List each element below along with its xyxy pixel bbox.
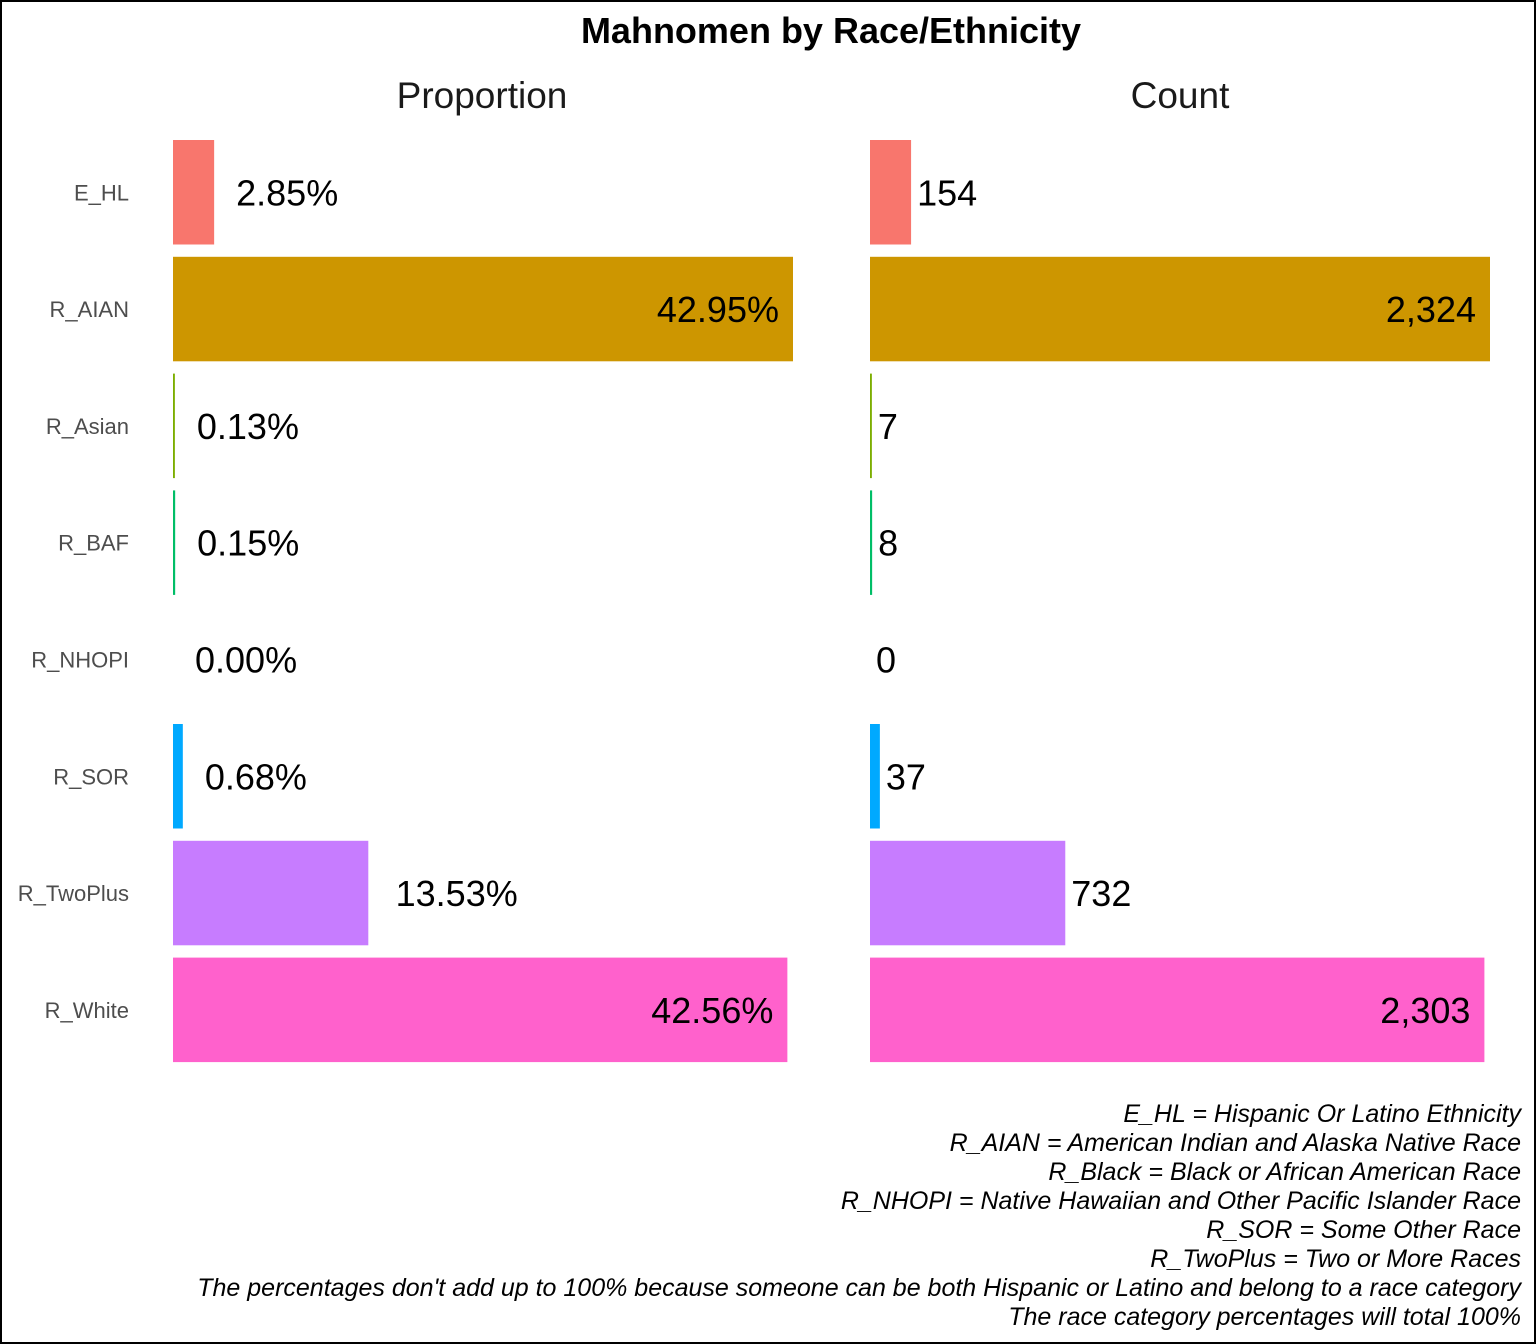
value-label-proportion-r-white: 42.56% — [651, 990, 773, 1031]
category-label-r-baf: R_BAF — [58, 531, 129, 556]
bar-count-r-aian — [870, 256, 1490, 362]
bar-count-r-baf — [870, 490, 873, 595]
value-label-count-r-white: 2,303 — [1380, 990, 1470, 1031]
caption-line: R_NHOPI = Native Hawaiian and Other Paci… — [841, 1187, 1521, 1215]
proportion-panel: 2.85% 42.95% 0.13% 0.15% 0.00% 0.68% 13.53% 42.… — [173, 140, 793, 1063]
value-label-count-r-twoplus: 732 — [1071, 873, 1131, 914]
caption-line: E_HL = Hispanic Or Latino Ethnicity — [1123, 1100, 1522, 1128]
count-panel: 154 2,324 7 8 0 37 732 2,303 — [870, 140, 1490, 1063]
chart-caption: E_HL = Hispanic Or Latino EthnicityR_AIA… — [197, 1100, 1522, 1331]
category-axis-labels: E_HL R_AIAN R_Asian R_BAF R_NHOPI R_SOR R_TwoP… — [18, 180, 129, 1023]
category-label-e-hl: E_HL — [74, 180, 129, 205]
value-label-proportion-e-hl: 2.85% — [236, 172, 338, 213]
bar-count-e-hl — [870, 140, 912, 245]
bar-count-r-sor — [870, 724, 880, 829]
caption-line: R_SOR = Some Other Race — [1206, 1216, 1521, 1244]
bar-proportion-e-hl — [173, 140, 215, 245]
value-label-proportion-r-twoplus: 13.53% — [396, 873, 518, 914]
caption-line: R_TwoPlus = Two or More Races — [1150, 1245, 1521, 1273]
value-label-proportion-r-baf: 0.15% — [197, 523, 299, 564]
category-label-r-asian: R_Asian — [46, 414, 129, 439]
panel-title-proportion: Proportion — [397, 75, 568, 116]
value-label-count-r-asian: 7 — [878, 406, 898, 447]
category-label-r-nhopi: R_NHOPI — [31, 647, 129, 672]
bar-proportion-r-baf — [173, 490, 176, 595]
value-label-count-e-hl: 154 — [917, 172, 977, 213]
caption-line: The race category percentages will total… — [1008, 1303, 1521, 1331]
value-label-count-r-sor: 37 — [886, 756, 926, 797]
caption-line: The percentages don't add up to 100% bec… — [197, 1274, 1522, 1302]
value-label-count-r-baf: 8 — [878, 523, 898, 564]
panel-title-count: Count — [1131, 75, 1230, 116]
bar-proportion-r-aian — [173, 256, 793, 362]
value-label-proportion-r-aian: 42.95% — [657, 289, 779, 330]
category-label-r-aian: R_AIAN — [50, 297, 129, 322]
bar-count-r-white — [870, 957, 1485, 1063]
bar-proportion-r-asian — [173, 373, 175, 479]
bar-proportion-r-white — [173, 957, 788, 1063]
value-label-count-r-nhopi: 0 — [876, 639, 896, 680]
bar-proportion-r-sor — [173, 724, 183, 829]
value-label-proportion-r-nhopi: 0.00% — [195, 639, 297, 680]
category-label-r-white: R_White — [45, 998, 129, 1023]
bar-count-r-asian — [870, 373, 872, 479]
bar-proportion-r-twoplus — [173, 840, 369, 946]
caption-line: R_Black = Black or African American Race — [1048, 1158, 1521, 1186]
category-label-r-twoplus: R_TwoPlus — [18, 881, 129, 906]
value-label-proportion-r-sor: 0.68% — [205, 756, 307, 797]
chart-title: Mahnomen by Race/Ethnicity — [581, 10, 1081, 51]
category-label-r-sor: R_SOR — [53, 764, 129, 789]
value-label-count-r-aian: 2,324 — [1386, 289, 1476, 330]
bar-count-r-twoplus — [870, 840, 1066, 946]
value-label-proportion-r-asian: 0.13% — [197, 406, 299, 447]
caption-line: R_AIAN = American Indian and Alaska Nati… — [950, 1129, 1521, 1157]
